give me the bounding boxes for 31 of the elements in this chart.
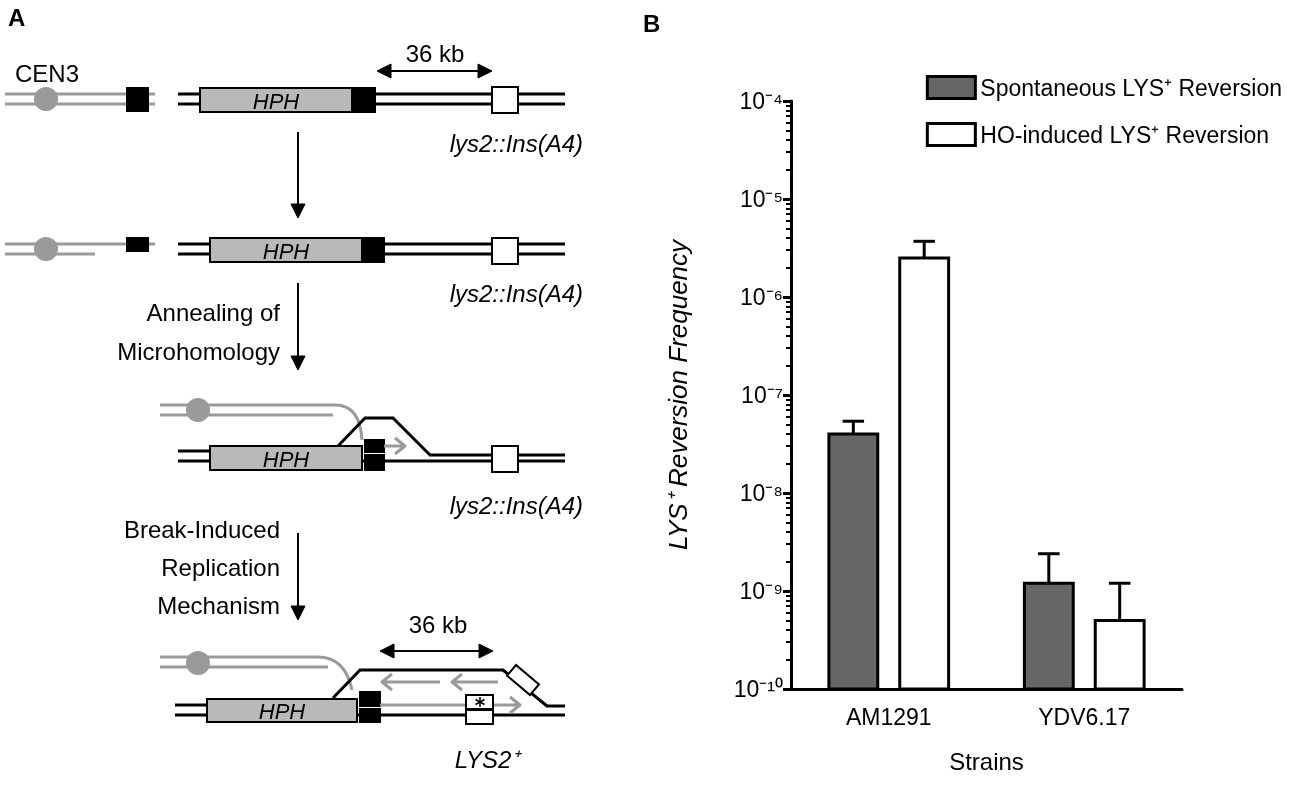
chart-title: B	[643, 9, 661, 37]
x-tick-label: YDV6.17	[1038, 703, 1131, 730]
text: Break-Induced	[123, 516, 280, 543]
text: lys2::Ins(A4)	[449, 492, 583, 519]
y-tick-label: 10⁻⁸	[739, 480, 783, 506]
text: 36 kb	[405, 40, 465, 67]
x-tick-label: AM1291	[845, 703, 932, 730]
y-tick-label: 10⁻⁵	[739, 186, 783, 212]
text: Replication	[161, 554, 280, 581]
y-tick-label: 10⁻⁴	[739, 88, 783, 114]
y-tick-label: 10⁻¹⁰	[733, 676, 783, 702]
legend-label: HO-induced LYS⁺ Reversion	[980, 121, 1270, 148]
text: CEN3	[15, 60, 80, 87]
text: HPH	[258, 699, 306, 724]
text: HPH	[262, 447, 310, 472]
y-tick-label: 10⁻⁹	[739, 578, 783, 604]
text: 36 kb	[408, 611, 468, 638]
text: LYS2⁺	[454, 746, 523, 773]
y-tick-label: 10⁻⁶	[739, 284, 783, 310]
text: HPH	[262, 239, 310, 264]
legend-label: Spontaneous LYS⁺ Reversion	[980, 74, 1282, 101]
y-tick-label: 10⁻⁷	[741, 382, 783, 408]
text: lys2::Ins(A4)	[449, 280, 583, 307]
x-axis-title: Strains	[949, 747, 1024, 775]
text: Annealing of	[146, 299, 281, 326]
text: HPH	[252, 89, 300, 114]
y-axis-title: LYS⁺ Reversion Frequency	[663, 237, 693, 551]
text: Mechanism	[157, 592, 280, 619]
text: lys2::Ins(A4)	[449, 130, 583, 157]
text: A	[8, 4, 26, 31]
text: Microhomology	[117, 338, 280, 365]
